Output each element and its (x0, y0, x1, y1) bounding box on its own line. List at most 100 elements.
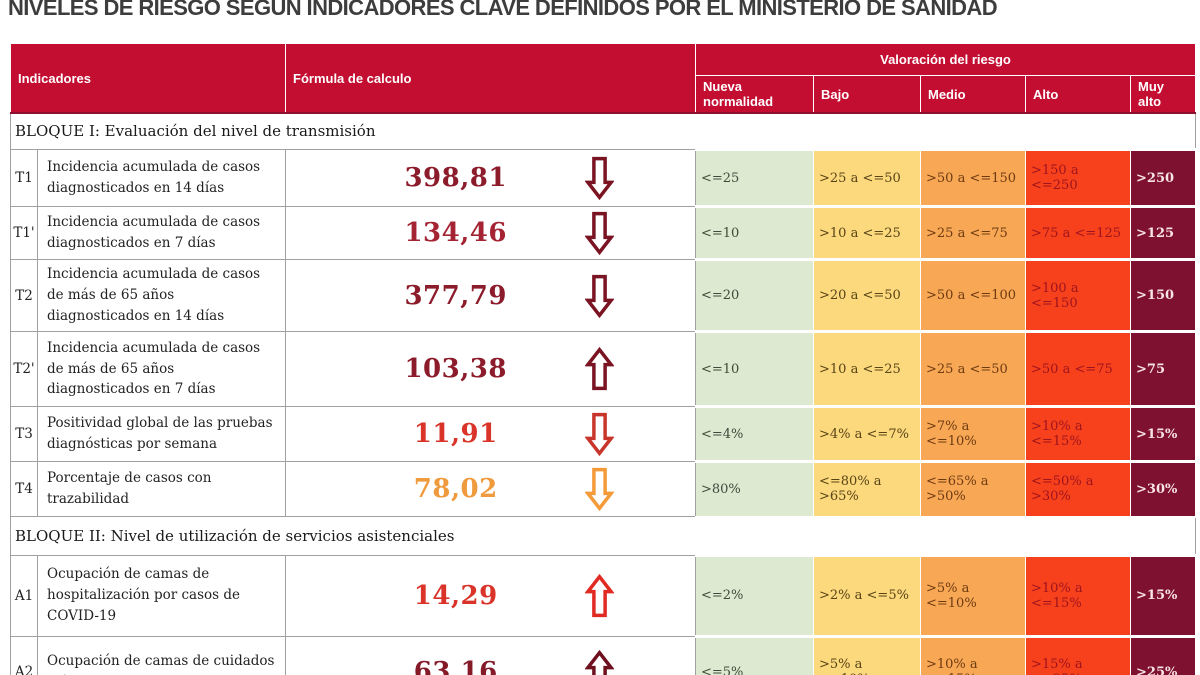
risk-cell-medio: <=65% a >50% (920, 460, 1026, 518)
indicator-description: Incidencia acumulada de casos diagnostic… (37, 149, 286, 207)
trend-down-icon (583, 273, 615, 319)
indicator-description: Incidencia acumulada de casos diagnostic… (37, 206, 286, 260)
risk-cell-bajo: >20 a <=50 (813, 258, 921, 333)
risk-cell-nueva-normalidad: <=25 (695, 148, 814, 208)
risk-cell-alto: >100 a <=150 (1025, 258, 1131, 333)
risk-cell-bajo: >25 a <=50 (813, 148, 921, 208)
indicator-description: Incidencia acumulada de casos de más de … (37, 259, 286, 332)
risk-cell-muy-alto: >15% (1130, 405, 1196, 463)
risk-cell-medio: >25 a <=75 (920, 205, 1026, 261)
risk-cell-bajo: >5% a <=10% (813, 634, 921, 675)
table-row: T3 Positividad global de las pruebas dia… (10, 405, 1196, 463)
indicator-value-cell: 63,16 (285, 635, 696, 675)
risk-cell-medio: >50 a <=100 (920, 258, 1026, 333)
indicator-code: A2 (10, 635, 38, 675)
indicator-code: A1 (10, 554, 38, 637)
risk-cell-bajo: >10 a <=25 (813, 205, 921, 261)
table-header: Indicadores Fórmula de calculo Valoració… (10, 43, 1196, 114)
risk-cell-bajo: <=80% a >65% (813, 460, 921, 518)
indicator-value: 377,79 (404, 280, 507, 311)
trend-up-icon (583, 649, 615, 675)
trend-down-icon (583, 466, 615, 512)
column-header-muy-alto: Muy alto (1130, 75, 1196, 114)
risk-cell-nueva-normalidad: <=10 (695, 205, 814, 261)
indicator-value-cell: 78,02 (285, 461, 696, 517)
table-row: T1 Incidencia acumulada de casos diagnos… (10, 148, 1196, 208)
indicator-description: Incidencia acumulada de casos de más de … (37, 331, 286, 407)
indicator-description: Porcentaje de casos con trazabilidad (37, 461, 286, 517)
risk-cell-nueva-normalidad: <=10 (695, 330, 814, 408)
indicator-value: 63,16 (413, 657, 498, 675)
table-body: BLOQUE I: Evaluación del nivel de transm… (10, 112, 1196, 675)
block-label: BLOQUE II: Nivel de utilización de servi… (10, 516, 1196, 556)
risk-cell-nueva-normalidad: <=2% (695, 553, 814, 637)
indicator-description: Ocupación de camas de hospitalización po… (37, 554, 286, 637)
risk-cell-muy-alto: >25% (1130, 634, 1196, 675)
risk-cell-bajo: >2% a <=5% (813, 553, 921, 637)
indicator-value-cell: 14,29 (285, 554, 696, 637)
risk-cell-bajo: >10 a <=25 (813, 330, 921, 408)
indicator-value: 11,91 (413, 419, 498, 449)
column-header-nueva-normalidad: Nueva normalidad (695, 75, 814, 114)
risk-cell-muy-alto: >75 (1130, 330, 1196, 408)
risk-cell-nueva-normalidad: <=20 (695, 258, 814, 333)
indicator-value-cell: 11,91 (285, 406, 696, 462)
trend-up-icon (583, 346, 615, 392)
table-row: T1' Incidencia acumulada de casos diagno… (10, 205, 1196, 261)
indicator-value-cell: 103,38 (285, 331, 696, 407)
block-header-row: BLOQUE I: Evaluación del nivel de transm… (10, 112, 1196, 150)
risk-cell-nueva-normalidad: <=5% (695, 634, 814, 675)
table-row: T2' Incidencia acumulada de casos de más… (10, 330, 1196, 408)
risk-cell-muy-alto: >250 (1130, 148, 1196, 208)
column-header-formula: Fórmula de calculo (285, 43, 696, 114)
indicator-code: T2' (10, 331, 38, 407)
indicator-value-cell: 377,79 (285, 259, 696, 332)
trend-up-icon (583, 573, 615, 619)
trend-down-icon (583, 155, 615, 201)
risk-cell-alto: >10% a <=15% (1025, 553, 1131, 637)
page-title: NIVELES DE RIESGO SEGÚN INDICADORES CLAV… (8, 0, 998, 20)
indicator-code: T2 (10, 259, 38, 332)
risk-cell-muy-alto: >30% (1130, 460, 1196, 518)
indicator-value-cell: 398,81 (285, 149, 696, 207)
indicator-description: Positividad global de las pruebas diagnó… (37, 406, 286, 462)
risk-cell-muy-alto: >150 (1130, 258, 1196, 333)
risk-cell-bajo: >4% a <=7% (813, 405, 921, 463)
risk-cell-alto: <=50% a >30% (1025, 460, 1131, 518)
indicator-value: 103,38 (404, 354, 507, 384)
indicator-value: 398,81 (404, 163, 507, 193)
column-header-bajo: Bajo (813, 75, 921, 114)
table-row: A1 Ocupación de camas de hospitalización… (10, 553, 1196, 637)
indicator-value-cell: 134,46 (285, 206, 696, 260)
block-label: BLOQUE I: Evaluación del nivel de transm… (10, 112, 1196, 150)
trend-down-icon (583, 411, 615, 457)
indicator-code: T3 (10, 406, 38, 462)
risk-cell-medio: >25 a <=50 (920, 330, 1026, 408)
risk-cell-alto: >75 a <=125 (1025, 205, 1131, 261)
column-header-indicadores: Indicadores (10, 43, 286, 114)
block-header-row: BLOQUE II: Nivel de utilización de servi… (10, 516, 1196, 556)
risk-cell-alto: >50 a <=75 (1025, 330, 1131, 408)
indicator-value: 14,29 (413, 580, 498, 611)
risk-cell-nueva-normalidad: <=4% (695, 405, 814, 463)
risk-cell-medio: >10% a <=15% (920, 634, 1026, 675)
risk-cell-alto: >150 a <=250 (1025, 148, 1131, 208)
risk-levels-table: Indicadores Fórmula de calculo Valoració… (10, 43, 1196, 675)
table-row: A2 Ocupación de camas de cuidados crític… (10, 634, 1196, 675)
indicator-code: T1' (10, 206, 38, 260)
table-row: T2 Incidencia acumulada de casos de más … (10, 258, 1196, 333)
risk-cell-medio: >7% a <=10% (920, 405, 1026, 463)
risk-cell-muy-alto: >15% (1130, 553, 1196, 637)
risk-cell-muy-alto: >125 (1130, 205, 1196, 261)
indicator-code: T1 (10, 149, 38, 207)
risk-cell-alto: >10% a <=15% (1025, 405, 1131, 463)
indicator-value: 134,46 (404, 218, 507, 248)
risk-cell-alto: >15% a <=25% (1025, 634, 1131, 675)
indicator-value: 78,02 (413, 474, 498, 504)
column-header-alto: Alto (1025, 75, 1131, 114)
risk-cell-medio: >5% a <=10% (920, 553, 1026, 637)
column-header-valoracion: Valoración del riesgo (695, 43, 1196, 76)
risk-cell-medio: >50 a <=150 (920, 148, 1026, 208)
trend-down-icon (583, 210, 615, 256)
